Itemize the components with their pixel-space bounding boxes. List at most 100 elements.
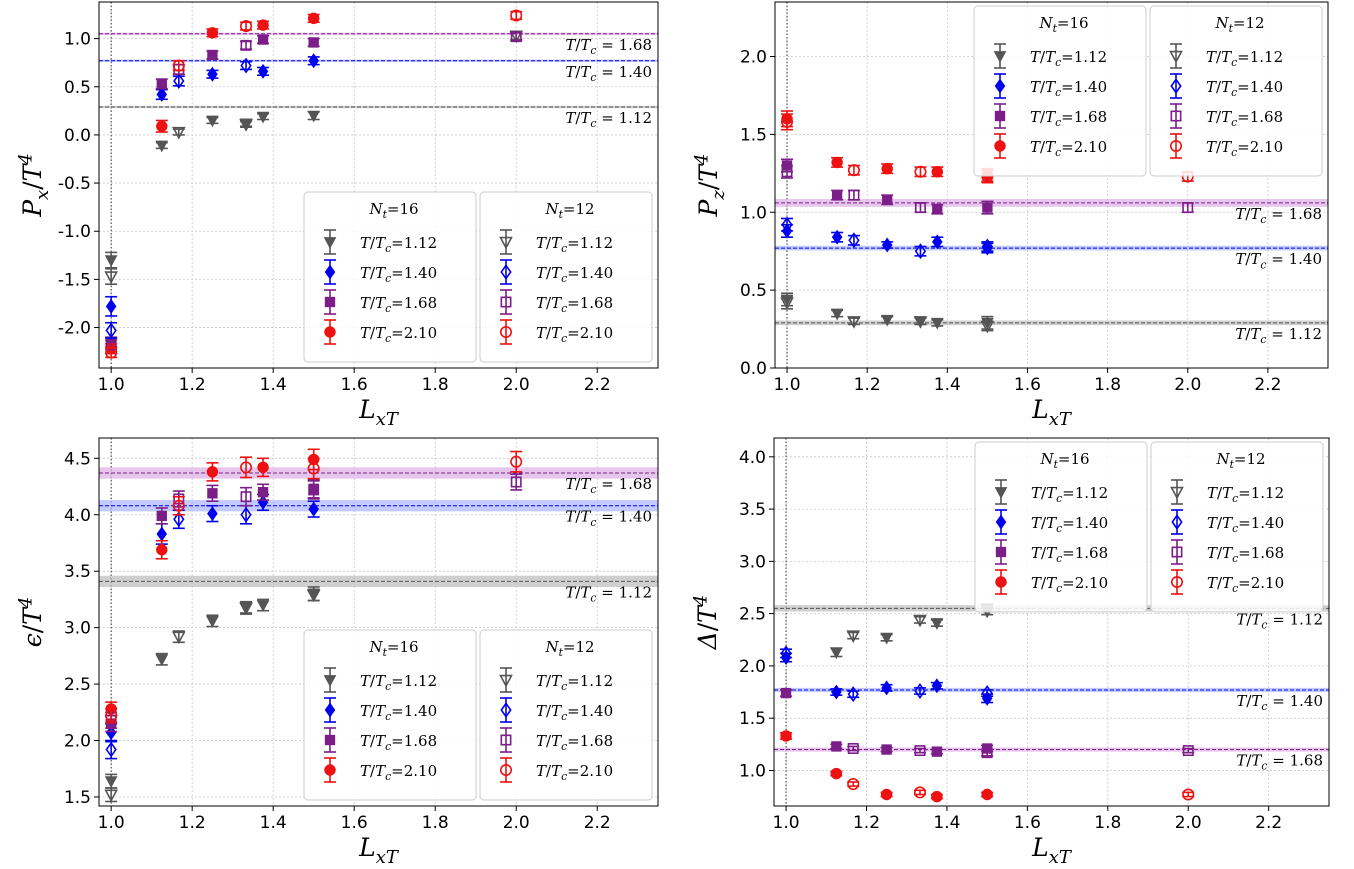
data-point — [104, 776, 118, 788]
legend-label-t-t-c-1-12: T/Tc=1.12 — [1030, 48, 1107, 69]
legend-marker-t-t-c-1-68 — [1170, 103, 1182, 129]
legend-title: Nt=12 — [1215, 450, 1265, 471]
legend-marker-t-t-c-2-10 — [324, 757, 336, 783]
y-tick-label: 2.5 — [64, 675, 91, 695]
legend-label-t-t-c-2-10: T/Tc=2.10 — [1206, 138, 1283, 159]
y-tick-label: 1.0 — [740, 203, 767, 223]
pz-y-axis-label: Pz/T4 — [692, 154, 730, 218]
y-tick-label: -2.0 — [58, 319, 91, 339]
y-tick-label: 4.0 — [739, 448, 766, 468]
data-point — [847, 743, 859, 754]
data-point — [780, 115, 794, 128]
data-point — [257, 63, 269, 79]
legend-label-t-t-c-2-10: T/Tc=2.10 — [536, 762, 613, 783]
data-point — [931, 678, 943, 694]
data-point — [780, 687, 792, 699]
y-tick-label: 0.5 — [740, 281, 767, 301]
data-point — [308, 484, 320, 496]
series-nt12-t-t-c-1-68 — [847, 743, 1195, 759]
data-point — [240, 461, 253, 474]
x-tick-label: 2.2 — [1254, 375, 1281, 395]
legend-marker-t-t-c-1-68 — [324, 727, 336, 753]
legend-label-t-t-c-1-68: T/Tc=1.68 — [360, 294, 437, 315]
delta-x-axis-label: LxT — [1031, 833, 1073, 868]
legend-label-t-t-c-2-10: T/Tc=2.10 — [1207, 574, 1284, 595]
data-point — [830, 767, 843, 780]
legend-marker — [995, 546, 1007, 558]
legend-marker — [995, 576, 1007, 588]
data-point — [172, 59, 185, 72]
data-point — [156, 526, 168, 542]
legend-label-t-t-c-1-68: T/Tc=1.68 — [536, 294, 613, 315]
data-point — [914, 165, 927, 178]
y-tick-label: 1.0 — [64, 30, 91, 50]
band-label-t-t-c-1-12: T/Tc = 1.12 — [1235, 325, 1322, 346]
series-nt16-t-t-c-1-12 — [104, 586, 321, 789]
data-point — [914, 243, 927, 260]
delta-points — [780, 603, 1195, 803]
data-point — [105, 346, 118, 359]
data-point — [206, 115, 219, 128]
legend-marker — [995, 514, 1007, 530]
legend-marker — [1170, 486, 1184, 500]
legend-marker-t-t-c-1-12 — [499, 229, 513, 255]
data-point — [981, 747, 993, 759]
series-nt12-t-t-c-1-40 — [781, 216, 994, 260]
legend-marker-t-t-c-1-40 — [994, 73, 1006, 99]
data-point — [240, 39, 252, 51]
legend-label-t-t-c-1-12: T/Tc=1.12 — [1206, 48, 1283, 69]
x-tick-label: 1.8 — [422, 813, 449, 833]
band-label-t-t-c-1-40: T/Tc = 1.40 — [1236, 692, 1323, 713]
x-tick-label: 1.6 — [1014, 813, 1041, 833]
band-label-t-t-c-1-68: T/Tc = 1.68 — [1236, 752, 1323, 773]
legend-marker-t-t-c-2-10 — [499, 319, 513, 345]
legend-label-t-t-c-1-68: T/Tc=1.68 — [1031, 544, 1108, 565]
data-point — [780, 645, 792, 662]
delta-y-axis-label: Δ/T4 — [691, 595, 723, 651]
legend-marker — [500, 702, 512, 718]
legend-title: Nt=12 — [1214, 14, 1264, 35]
legend-marker-t-t-c-1-12 — [323, 229, 337, 255]
data-point — [308, 501, 319, 517]
y-tick-label: 2.0 — [739, 657, 766, 677]
eps-y-axis-label: ϵ/T4 — [16, 597, 48, 648]
data-point — [980, 320, 995, 334]
y-tick-label: -0.5 — [58, 174, 91, 194]
legend-marker — [499, 236, 513, 250]
data-point — [308, 53, 319, 69]
legend-marker — [1170, 78, 1182, 94]
series-nt12-t-t-c-2-10 — [105, 9, 523, 359]
data-point — [781, 216, 793, 233]
data-point — [848, 189, 860, 201]
legend-label-t-t-c-1-68: T/Tc=1.68 — [360, 732, 437, 753]
legend-marker — [324, 702, 336, 718]
y-tick-label: 4.5 — [64, 449, 91, 469]
legend-nt12: Nt=12 T/Tc=1.12 T/Tc=1.40 T/Tc=1.68 T/Tc=2.1… — [1150, 441, 1324, 613]
legend-label-t-t-c-2-10: T/Tc=2.10 — [360, 762, 437, 783]
data-point — [881, 162, 893, 175]
legend-marker — [500, 296, 512, 308]
x-tick-label: 1.6 — [341, 375, 368, 395]
chart-px: T/Tc = 1.68T/Tc = 1.40T/Tc = 1.121.0 1.2 1… — [16, 1, 659, 430]
x-tick-label: 1.6 — [1014, 375, 1041, 395]
legend-marker — [499, 674, 513, 688]
legend-label-t-t-c-2-10: T/Tc=2.10 — [1030, 138, 1107, 159]
y-tick-label: 1.0 — [739, 761, 766, 781]
data-point — [156, 120, 168, 132]
data-point — [880, 788, 893, 801]
legend-label-t-t-c-1-40: T/Tc=1.40 — [360, 264, 437, 285]
data-point — [207, 506, 218, 522]
data-point — [831, 229, 843, 245]
data-point — [931, 790, 943, 803]
data-point — [307, 12, 320, 25]
px-points — [104, 9, 524, 359]
legend-label-t-t-c-2-10: T/Tc=2.10 — [1031, 574, 1108, 595]
legend-box — [973, 5, 1147, 177]
legend-marker-t-t-c-1-12 — [994, 479, 1008, 505]
data-point — [104, 271, 118, 284]
data-point — [881, 744, 892, 755]
data-point — [847, 164, 860, 177]
data-point — [307, 462, 320, 475]
data-point — [510, 455, 523, 468]
legend-title: Nt=12 — [544, 200, 594, 221]
